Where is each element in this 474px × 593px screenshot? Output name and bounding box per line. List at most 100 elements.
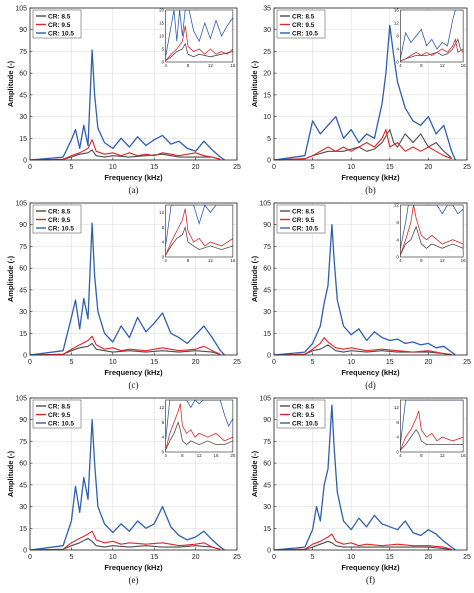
series-line-85 — [29, 537, 221, 551]
y-tick-label: 30 — [263, 504, 271, 511]
legend-label: CR: 9.5 — [292, 217, 315, 224]
inset-series-line — [400, 10, 464, 59]
series-line-85 — [29, 342, 221, 356]
x-tick-label: 5 — [311, 359, 315, 366]
y-tick-label: 105 — [15, 201, 27, 208]
inset-series-line — [400, 225, 464, 255]
inset-y-tick-label: 12 — [394, 203, 400, 208]
legend-label: CR: 8.5 — [292, 13, 315, 20]
x-tick-label: 10 — [347, 554, 355, 561]
series-line-85 — [273, 344, 452, 356]
x-tick-label: 10 — [347, 164, 355, 171]
inset-series-line — [165, 225, 233, 256]
y-tick-label: 45 — [19, 482, 27, 489]
inset-x-tick-label: 16 — [214, 453, 220, 458]
y-tick-label: 90 — [19, 222, 27, 229]
legend-label: CR: 9.5 — [48, 412, 71, 419]
inset-y-tick-label: 4 — [162, 240, 165, 245]
y-tick-label: 30 — [19, 114, 27, 121]
series-line-95 — [29, 530, 221, 551]
inset-series-line — [165, 421, 233, 451]
legend-label: CR: 10.5 — [48, 420, 74, 427]
inset-y-tick-label: 8 — [396, 220, 399, 225]
inset-x-tick-label: 16 — [230, 63, 236, 68]
y-tick-label: 20 — [263, 71, 271, 78]
inset-x-tick-label: 12 — [208, 258, 214, 263]
inset-x-tick-label: 12 — [440, 258, 446, 263]
x-tick-label: 10 — [109, 554, 117, 561]
inset-y-tick-label: 12 — [159, 210, 165, 215]
plot-frame — [273, 202, 468, 356]
series-line-105 — [273, 224, 456, 356]
y-tick-label: 105 — [259, 201, 271, 208]
inset-x-tick-label: 4 — [164, 453, 167, 458]
inset-frame — [400, 399, 464, 453]
x-tick-label: 0 — [272, 554, 276, 561]
inset-x-tick-label: 8 — [420, 63, 423, 68]
inset-y-tick-label: 4 — [396, 435, 399, 440]
y-axis-label: Amplitude (-) — [6, 255, 15, 302]
y-tick-label: 60 — [19, 461, 27, 468]
x-tick-label: 10 — [109, 359, 117, 366]
inset-y-tick-label: 0 — [162, 450, 165, 455]
legend-label: CR: 9.5 — [48, 22, 71, 29]
y-tick-label: 0 — [23, 353, 27, 360]
y-axis-label: Amplitude (-) — [250, 255, 259, 302]
x-tick-label: 25 — [463, 164, 471, 171]
inset-series-group — [400, 400, 464, 451]
y-tick-label: 90 — [263, 417, 271, 424]
legend-label: CR: 10.5 — [292, 420, 318, 427]
series-line-95 — [273, 337, 452, 356]
inset-x-tick-label: 12 — [208, 63, 214, 68]
inset-series-line — [165, 400, 233, 441]
y-tick-label: 30 — [19, 309, 27, 316]
x-tick-label: 25 — [463, 359, 471, 366]
y-tick-label: 75 — [19, 244, 27, 251]
inset-frame — [400, 9, 464, 63]
y-tick-label: 45 — [263, 482, 271, 489]
y-tick-label: 75 — [19, 439, 27, 446]
inset-x-tick-label: 8 — [420, 258, 423, 263]
inset-x-tick-label: 4 — [164, 258, 167, 263]
chart-panel-4: 0 15 30 45 60 75 90 105 0 5 10 15 20 25 Frequency (kHz… — [250, 201, 471, 391]
panel-caption: (c) — [129, 380, 139, 390]
x-tick-label: 10 — [347, 359, 355, 366]
y-axis-label: Amplitude (-) — [250, 450, 259, 497]
x-tick-label: 15 — [386, 164, 394, 171]
inset-x-tick-label: 4 — [164, 63, 167, 68]
inset-series-line — [165, 403, 233, 451]
inset-x-tick-label: 8 — [187, 258, 190, 263]
x-tick-label: 25 — [233, 164, 241, 171]
x-axis-label: Frequency (kHz) — [104, 563, 163, 572]
inset-frame — [400, 204, 464, 258]
x-tick-label: 20 — [425, 359, 433, 366]
inset-series-line — [400, 37, 464, 62]
x-tick-label: 15 — [150, 164, 158, 171]
inset-series-group — [165, 10, 233, 62]
x-tick-label: 20 — [425, 164, 433, 171]
panel-caption: (d) — [365, 380, 376, 390]
inset-y-tick-label: 4 — [396, 237, 399, 242]
inset-series-line — [400, 410, 464, 451]
series-line-95 — [273, 533, 452, 551]
inset-series-group — [165, 400, 233, 451]
plot-frame — [29, 397, 238, 551]
legend-label: CR: 10.5 — [292, 225, 318, 232]
y-tick-label: 30 — [263, 309, 271, 316]
x-tick-label: 15 — [386, 554, 394, 561]
inset-y-tick-label: 8 — [162, 225, 165, 230]
y-tick-label: 15 — [263, 526, 271, 533]
x-tick-label: 20 — [192, 164, 200, 171]
y-tick-label: 60 — [263, 266, 271, 273]
y-tick-label: 105 — [259, 396, 271, 403]
y-tick-label: 15 — [19, 136, 27, 143]
inset-y-tick-label: 8 — [162, 420, 165, 425]
x-axis-label: Frequency (kHz) — [104, 173, 163, 182]
x-tick-label: 15 — [150, 359, 158, 366]
inset-series-line — [400, 205, 464, 255]
x-tick-label: 25 — [233, 554, 241, 561]
inset-y-tick-label: 8 — [396, 420, 399, 425]
series-line-105 — [29, 419, 225, 551]
